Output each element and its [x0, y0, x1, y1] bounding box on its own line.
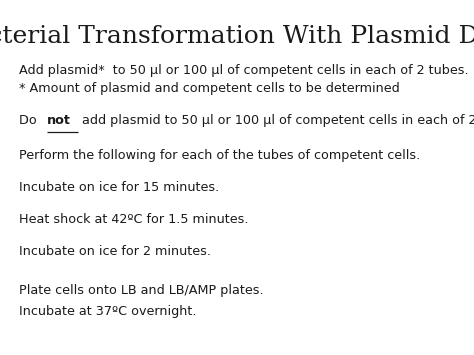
- Text: not: not: [47, 114, 71, 127]
- Text: Bacterial Transformation With Plasmid DNA: Bacterial Transformation With Plasmid DN…: [0, 25, 474, 48]
- Text: Heat shock at 42ºC for 1.5 minutes.: Heat shock at 42ºC for 1.5 minutes.: [19, 213, 248, 226]
- Text: Perform the following for each of the tubes of competent cells.: Perform the following for each of the tu…: [19, 149, 420, 162]
- Text: Incubate at 37ºC overnight.: Incubate at 37ºC overnight.: [19, 305, 196, 318]
- Text: Plate cells onto LB and LB/AMP plates.: Plate cells onto LB and LB/AMP plates.: [19, 284, 264, 297]
- Text: Incubate on ice for 2 minutes.: Incubate on ice for 2 minutes.: [19, 245, 211, 258]
- Text: add plasmid to 50 μl or 100 μl of competent cells in each of 2 additional tubes.: add plasmid to 50 μl or 100 μl of compet…: [78, 114, 474, 127]
- Text: Add plasmid*  to 50 μl or 100 μl of competent cells in each of 2 tubes.: Add plasmid* to 50 μl or 100 μl of compe…: [19, 64, 469, 77]
- Text: Do: Do: [19, 114, 41, 127]
- Text: Incubate on ice for 15 minutes.: Incubate on ice for 15 minutes.: [19, 181, 219, 194]
- Text: * Amount of plasmid and competent cells to be determined: * Amount of plasmid and competent cells …: [19, 82, 400, 95]
